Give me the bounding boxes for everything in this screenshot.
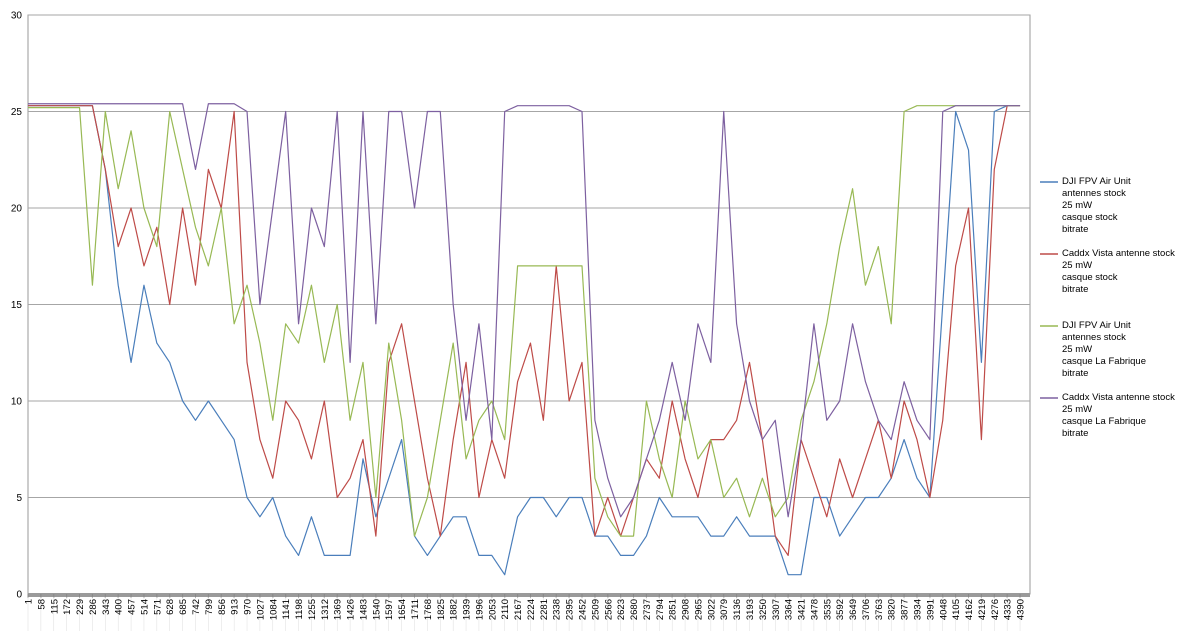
x-tick-label: 3421 <box>797 599 808 620</box>
x-tick-label: 3706 <box>861 599 872 620</box>
x-tick-label: 4390 <box>1016 599 1027 620</box>
y-tick-label: 15 <box>11 300 23 311</box>
x-tick-label: 58 <box>36 599 47 610</box>
x-tick-label: 4219 <box>977 599 988 620</box>
x-tick-label: 1597 <box>384 599 395 620</box>
x-tick-label: 2395 <box>565 599 576 620</box>
x-tick-label: 229 <box>75 599 86 615</box>
x-tick-label: 799 <box>204 599 215 615</box>
series-line <box>28 105 1021 576</box>
y-tick-label: 20 <box>11 204 23 215</box>
x-tick-label: 1882 <box>449 599 460 620</box>
x-tick-label: 2338 <box>552 599 563 620</box>
x-tick-label: 970 <box>243 599 254 615</box>
x-tick-label: 514 <box>139 599 150 615</box>
x-tick-label: 1312 <box>320 599 331 620</box>
x-tick-label: 1996 <box>474 599 485 620</box>
x-tick-label: 2110 <box>500 599 511 619</box>
x-tick-label: 457 <box>127 599 138 615</box>
x-tick-label: 3820 <box>887 599 898 620</box>
x-tick-label: 1 <box>24 599 35 604</box>
x-axis <box>28 593 1030 597</box>
x-tick-label: 2680 <box>629 599 640 620</box>
x-tick-label: 1540 <box>371 599 382 620</box>
x-tick-label: 1255 <box>307 599 318 620</box>
x-tick-label: 3193 <box>745 599 756 620</box>
x-tick-label: 2167 <box>513 599 524 620</box>
x-tick-label: 4162 <box>964 599 975 620</box>
y-tick-label: 0 <box>16 590 22 601</box>
x-tick-label: 3250 <box>758 599 769 620</box>
x-tick-label: 4105 <box>951 599 962 620</box>
x-tick-label: 3364 <box>784 599 795 620</box>
x-tick-label: 2452 <box>578 599 589 620</box>
x-tick-label: 2908 <box>681 599 692 620</box>
x-tick-label: 2965 <box>693 599 704 620</box>
x-tick-label: 3991 <box>925 599 936 620</box>
x-tick-label: 172 <box>62 599 73 615</box>
x-tick-label: 1198 <box>294 599 305 619</box>
x-tick-label: 3079 <box>719 599 730 620</box>
x-tick-label: 3649 <box>848 599 859 620</box>
x-tick-label: 1711 <box>410 599 421 619</box>
x-tick-label: 3877 <box>900 599 911 620</box>
legend-label: Caddx Vista antenne stock 25 mW casque s… <box>1062 248 1175 295</box>
x-tick-label: 2623 <box>616 599 627 620</box>
x-tick-label: 1768 <box>423 599 434 620</box>
x-tick-label: 400 <box>114 599 125 615</box>
x-tick-label: 1483 <box>358 599 369 620</box>
x-tick-label: 3478 <box>809 599 820 620</box>
x-tick-label: 115 <box>49 599 60 614</box>
x-tick-label: 742 <box>191 599 202 615</box>
series-line <box>28 103 1021 518</box>
series-line <box>28 105 1021 556</box>
x-tick-label: 2794 <box>655 599 666 620</box>
x-tick-label: 1825 <box>436 599 447 620</box>
y-tick-label: 10 <box>11 397 23 408</box>
x-tick-label: 4276 <box>990 599 1001 620</box>
x-tick-label: 685 <box>178 599 189 615</box>
x-tick-label: 1084 <box>268 599 279 620</box>
x-tick-label: 3307 <box>771 599 782 620</box>
x-tick-label: 3934 <box>912 599 923 620</box>
x-tick-label: 1141 <box>281 599 292 619</box>
x-tick-label: 628 <box>165 599 176 615</box>
x-tick-label: 343 <box>101 599 112 615</box>
x-tick-label: 2509 <box>590 599 601 620</box>
y-tick-label: 30 <box>11 11 23 22</box>
y-tick-label: 25 <box>11 107 23 118</box>
x-tick-label: 1027 <box>255 599 266 620</box>
x-tick-label: 2737 <box>642 599 653 620</box>
series-line <box>28 105 1021 537</box>
x-tick-label: 1654 <box>397 599 408 620</box>
x-tick-label: 1939 <box>462 599 473 620</box>
legend-label: DJI FPV Air Unit antennes stock 25 mW ca… <box>1062 176 1131 235</box>
x-tick-label: 856 <box>217 599 228 615</box>
x-tick-label: 4048 <box>938 599 949 620</box>
y-tick-label: 5 <box>16 493 22 504</box>
x-tick-label: 286 <box>88 599 99 615</box>
x-tick-label: 1369 <box>333 599 344 620</box>
x-tick-label: 3535 <box>822 599 833 620</box>
x-tick-label: 3592 <box>835 599 846 620</box>
x-tick-label: 3763 <box>874 599 885 620</box>
legend-label: DJI FPV Air Unit antennes stock 25 mW ca… <box>1062 320 1146 379</box>
x-tick-label: 913 <box>230 599 241 615</box>
x-tick-label: 4333 <box>1003 599 1014 620</box>
x-tick-label: 2851 <box>668 599 679 620</box>
x-tick-label: 3022 <box>706 599 717 620</box>
x-tick-label: 2053 <box>487 599 498 620</box>
x-tick-label: 2281 <box>539 599 550 620</box>
x-tick-label: 1426 <box>346 599 357 620</box>
x-tick-label: 3136 <box>732 599 743 620</box>
legend-label: Caddx Vista antenne stock 25 mW casque L… <box>1062 392 1175 439</box>
x-tick-label: 571 <box>152 599 163 615</box>
x-tick-label: 2566 <box>603 599 614 620</box>
x-tick-label: 2224 <box>526 599 537 620</box>
